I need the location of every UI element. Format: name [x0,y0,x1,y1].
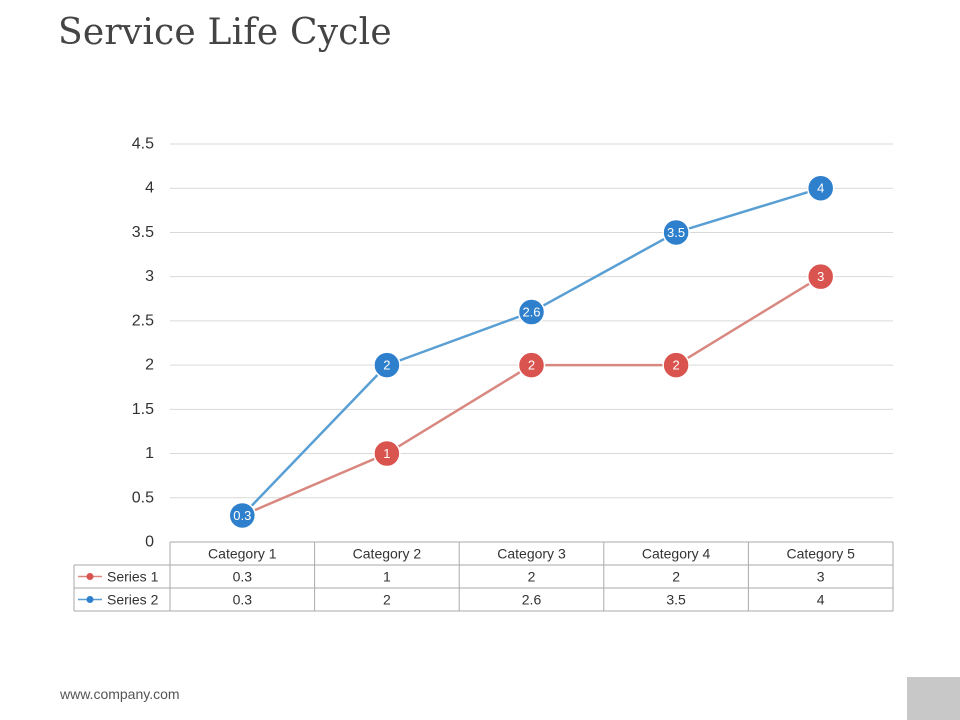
x-category-label: Category 4 [642,546,711,562]
table-value-cell: 2 [528,569,536,585]
data-point [373,351,401,379]
corner-decoration [907,677,960,720]
y-tick-label: 0.5 [132,489,154,506]
table-value-cell: 1 [383,569,391,585]
y-tick-label: 4 [145,180,154,197]
legend-key-marker [86,573,94,580]
page-title: Service Life Cycle [58,12,392,53]
data-label: 3 [817,269,824,284]
data-point [517,351,546,379]
legend-key-marker [86,596,94,603]
table-value-cell: 0.3 [233,569,253,585]
data-point [662,351,690,379]
data-label: 2 [672,358,679,373]
data-point [517,298,546,326]
y-tick-label: 4.5 [132,136,154,153]
x-category-label: Category 5 [786,546,855,562]
y-tick-label: 0 [145,534,154,551]
y-tick-label: 2 [145,357,154,374]
data-label: 2 [528,358,535,373]
data-label: 1 [383,446,390,461]
data-label: 2 [383,358,390,373]
legend-series-name: Series 1 [107,569,159,585]
table-value-cell: 4 [817,592,825,608]
footer-url: www.company.com [60,686,180,702]
x-category-label: Category 3 [497,546,566,562]
table-value-cell: 2.6 [522,592,542,608]
data-point [806,174,835,202]
data-label: 0.3 [233,508,251,523]
y-tick-label: 3.5 [132,224,154,241]
y-tick-label: 2.5 [132,312,154,329]
table-value-cell: 2 [383,592,391,608]
data-point [373,439,401,468]
y-tick-label: 1 [145,445,154,462]
table-value-cell: 0.3 [233,592,253,608]
data-point [662,218,690,247]
x-category-label: Category 1 [208,546,277,562]
x-category-label: Category 2 [353,546,422,562]
data-label: 4 [817,181,824,196]
data-point [228,501,257,530]
y-tick-label: 3 [145,268,154,285]
data-label: 2.6 [522,305,540,320]
data-point [806,262,835,291]
y-tick-label: 1.5 [132,401,154,418]
legend-series-name: Series 2 [107,592,159,608]
data-label: 3.5 [667,225,685,240]
table-value-cell: 3.5 [666,592,686,608]
table-value-cell: 2 [672,569,680,585]
table-value-cell: 3 [817,569,825,585]
